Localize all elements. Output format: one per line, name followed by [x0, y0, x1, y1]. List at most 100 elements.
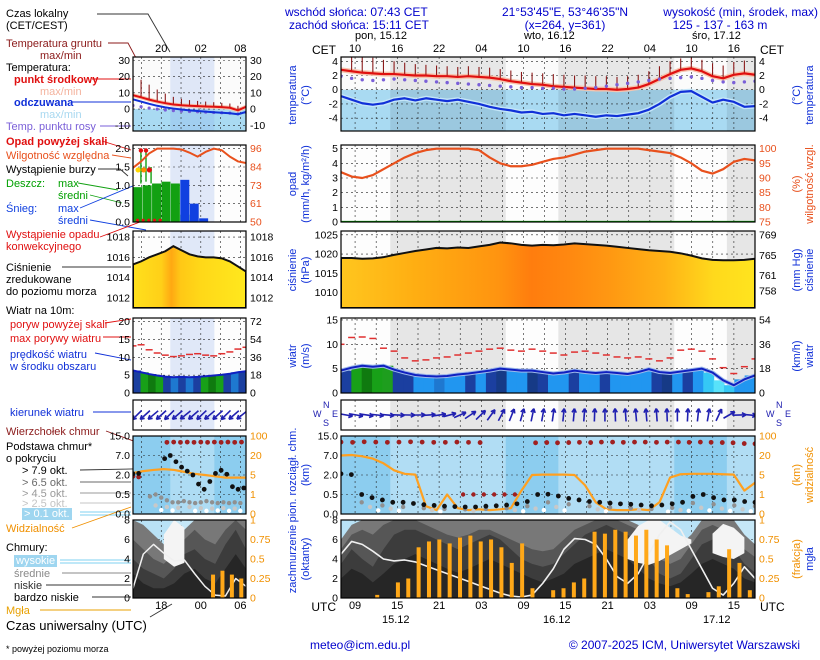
cet-tick: 16 — [391, 43, 404, 55]
compass-e: E — [785, 409, 792, 419]
tick-label: 5 — [332, 363, 338, 375]
tick-label: 10 — [326, 339, 338, 351]
contact-email-link[interactable]: meteo@icm.edu.pl — [310, 638, 411, 652]
legend-label: (CET/CEST) — [6, 20, 68, 32]
tick-label: 1.0 — [115, 180, 130, 192]
legend-label: poryw powyżej skali — [10, 319, 108, 331]
tick-label: 7.0 — [115, 450, 130, 462]
compass-n: N — [323, 400, 330, 410]
legend-label: > 4.5 okt. — [22, 488, 68, 500]
legend-label: niskie — [14, 580, 43, 592]
tick-label: 769 — [759, 229, 777, 241]
tick-label: 2.0 — [115, 143, 130, 155]
tick-label: 1014 — [107, 272, 131, 284]
axis-title: wiatr — [804, 344, 816, 368]
cet-axis-label: CET — [312, 43, 336, 57]
legend-label: Temperatura: — [6, 62, 71, 74]
tick-label: 36 — [250, 352, 262, 364]
tick-label: 2 — [124, 573, 130, 585]
tick-label: -2 — [759, 98, 768, 110]
utc-tick: 21 — [601, 600, 614, 612]
legend-label: Wilgotność względna — [6, 150, 110, 162]
tick-label: 0.0 — [323, 509, 338, 521]
tick-label: 20 — [118, 71, 130, 83]
chart-panel-precip-main: 0 1 2 3 4 5 75 80 85 90 95 100 — [307, 137, 789, 235]
tick-label: 6 — [332, 534, 338, 546]
date-label: 17.12 — [703, 614, 731, 626]
tick-label: 0.0 — [115, 509, 130, 521]
mini-utc-tick: 00 — [194, 600, 207, 612]
tick-label: 0 — [332, 593, 338, 605]
axis-title: temperatura — [804, 65, 816, 125]
legend-label: punkt środkowy — [14, 74, 99, 86]
tick-label: 18 — [250, 370, 262, 382]
tick-label: 20 — [250, 71, 262, 83]
chart-panel-temp-mini: -10 0 10 20 30 -10 0 10 20 30 — [100, 49, 279, 144]
tick-label: 20 — [250, 450, 262, 462]
axis-title: wilgotność wzgl. — [804, 144, 816, 224]
tick-label: 6 — [124, 534, 130, 546]
chart-panel-cloudbase-main: 0.0 0.5 2.0 7.0 15.0 0 1 5 20 100 — [307, 428, 789, 527]
compass-e: E — [332, 409, 339, 419]
axis-title: (km/h) — [791, 340, 803, 372]
tick-label: 0 — [124, 593, 130, 605]
legend-label: Deszcz: — [6, 178, 46, 190]
legend-label: Temp. punktu rosy — [6, 121, 96, 133]
legend-label: > 0.1 okt. — [22, 508, 72, 520]
chart-panel-precip-mini: 0.0 0.5 1.0 1.5 2.0 50 61 73 84 96 — [100, 137, 279, 235]
tick-label: 5 — [124, 370, 130, 382]
utc-tick: 03 — [643, 600, 656, 612]
legend-label: Czas lokalny — [6, 8, 69, 20]
tick-label: 1010 — [315, 287, 339, 299]
tick-label: 85 — [759, 187, 771, 199]
legend-label: w środku obszaru — [10, 361, 97, 373]
tick-label: 1014 — [250, 272, 274, 284]
altitude-label: wysokość (min, środek, max) — [663, 5, 818, 19]
tick-label: -4 — [329, 113, 338, 125]
tick-label: 5 — [250, 470, 256, 482]
legend-label: wysokie — [14, 555, 58, 567]
tick-label: 0.25 — [250, 573, 271, 585]
axis-title: mgła — [804, 547, 816, 571]
tick-label: 4 — [759, 56, 765, 68]
compass-w: W — [313, 409, 322, 419]
tick-label: 0 — [759, 388, 765, 400]
tick-label: 1 — [250, 515, 256, 527]
tick-label: 0 — [124, 388, 130, 400]
tick-label: 96 — [250, 143, 262, 155]
tick-label: 8 — [124, 515, 130, 527]
tick-label: 72 — [250, 316, 262, 328]
tick-label: 10 — [250, 87, 262, 99]
legend-label: Wierzchołek chmur — [6, 426, 100, 438]
utc-tick: 15 — [391, 600, 404, 612]
tick-label: 0 — [332, 217, 338, 229]
mini-cet-tick: 08 — [234, 43, 247, 55]
day-label: pon, 15.12 — [355, 30, 407, 42]
legend-label: kierunek wiatru — [10, 407, 84, 419]
utc-axis-label: UTC — [760, 600, 785, 614]
tick-label: 0 — [250, 593, 256, 605]
cet-tick: 10 — [348, 43, 362, 55]
tick-label: 2.0 — [323, 470, 338, 482]
tick-label: 1016 — [107, 252, 131, 264]
utc-tick: 15 — [727, 600, 740, 612]
tick-label: 15 — [118, 334, 130, 346]
legend-label: Czas uniwersalny (UTC) — [6, 618, 147, 633]
sunset-time: zachód słońca: 15:11 CET — [289, 18, 429, 32]
tick-label: 1015 — [315, 268, 339, 280]
tick-label: 0 — [332, 388, 338, 400]
utc-tick: 03 — [475, 600, 488, 612]
tick-label: 0 — [250, 104, 256, 116]
legend-label: do poziomu morza — [6, 286, 97, 298]
tick-label: 90 — [759, 173, 771, 185]
tick-label: 100 — [250, 431, 268, 443]
tick-label: 1025 — [315, 229, 339, 241]
axis-title: (%) — [791, 175, 803, 193]
axis-title: (km) — [791, 464, 803, 486]
legend-label: * powyżej poziomu morza — [6, 644, 109, 654]
cet-tick: 04 — [643, 43, 656, 55]
axis-title: wiatr — [287, 344, 299, 368]
tick-label: 4 — [124, 554, 130, 566]
chart-panel-cloudcover-mini: 0 2 4 6 8 0 0.25 0.5 0.75 1 — [100, 512, 279, 611]
axis-title: zachmurzenie — [287, 524, 299, 594]
